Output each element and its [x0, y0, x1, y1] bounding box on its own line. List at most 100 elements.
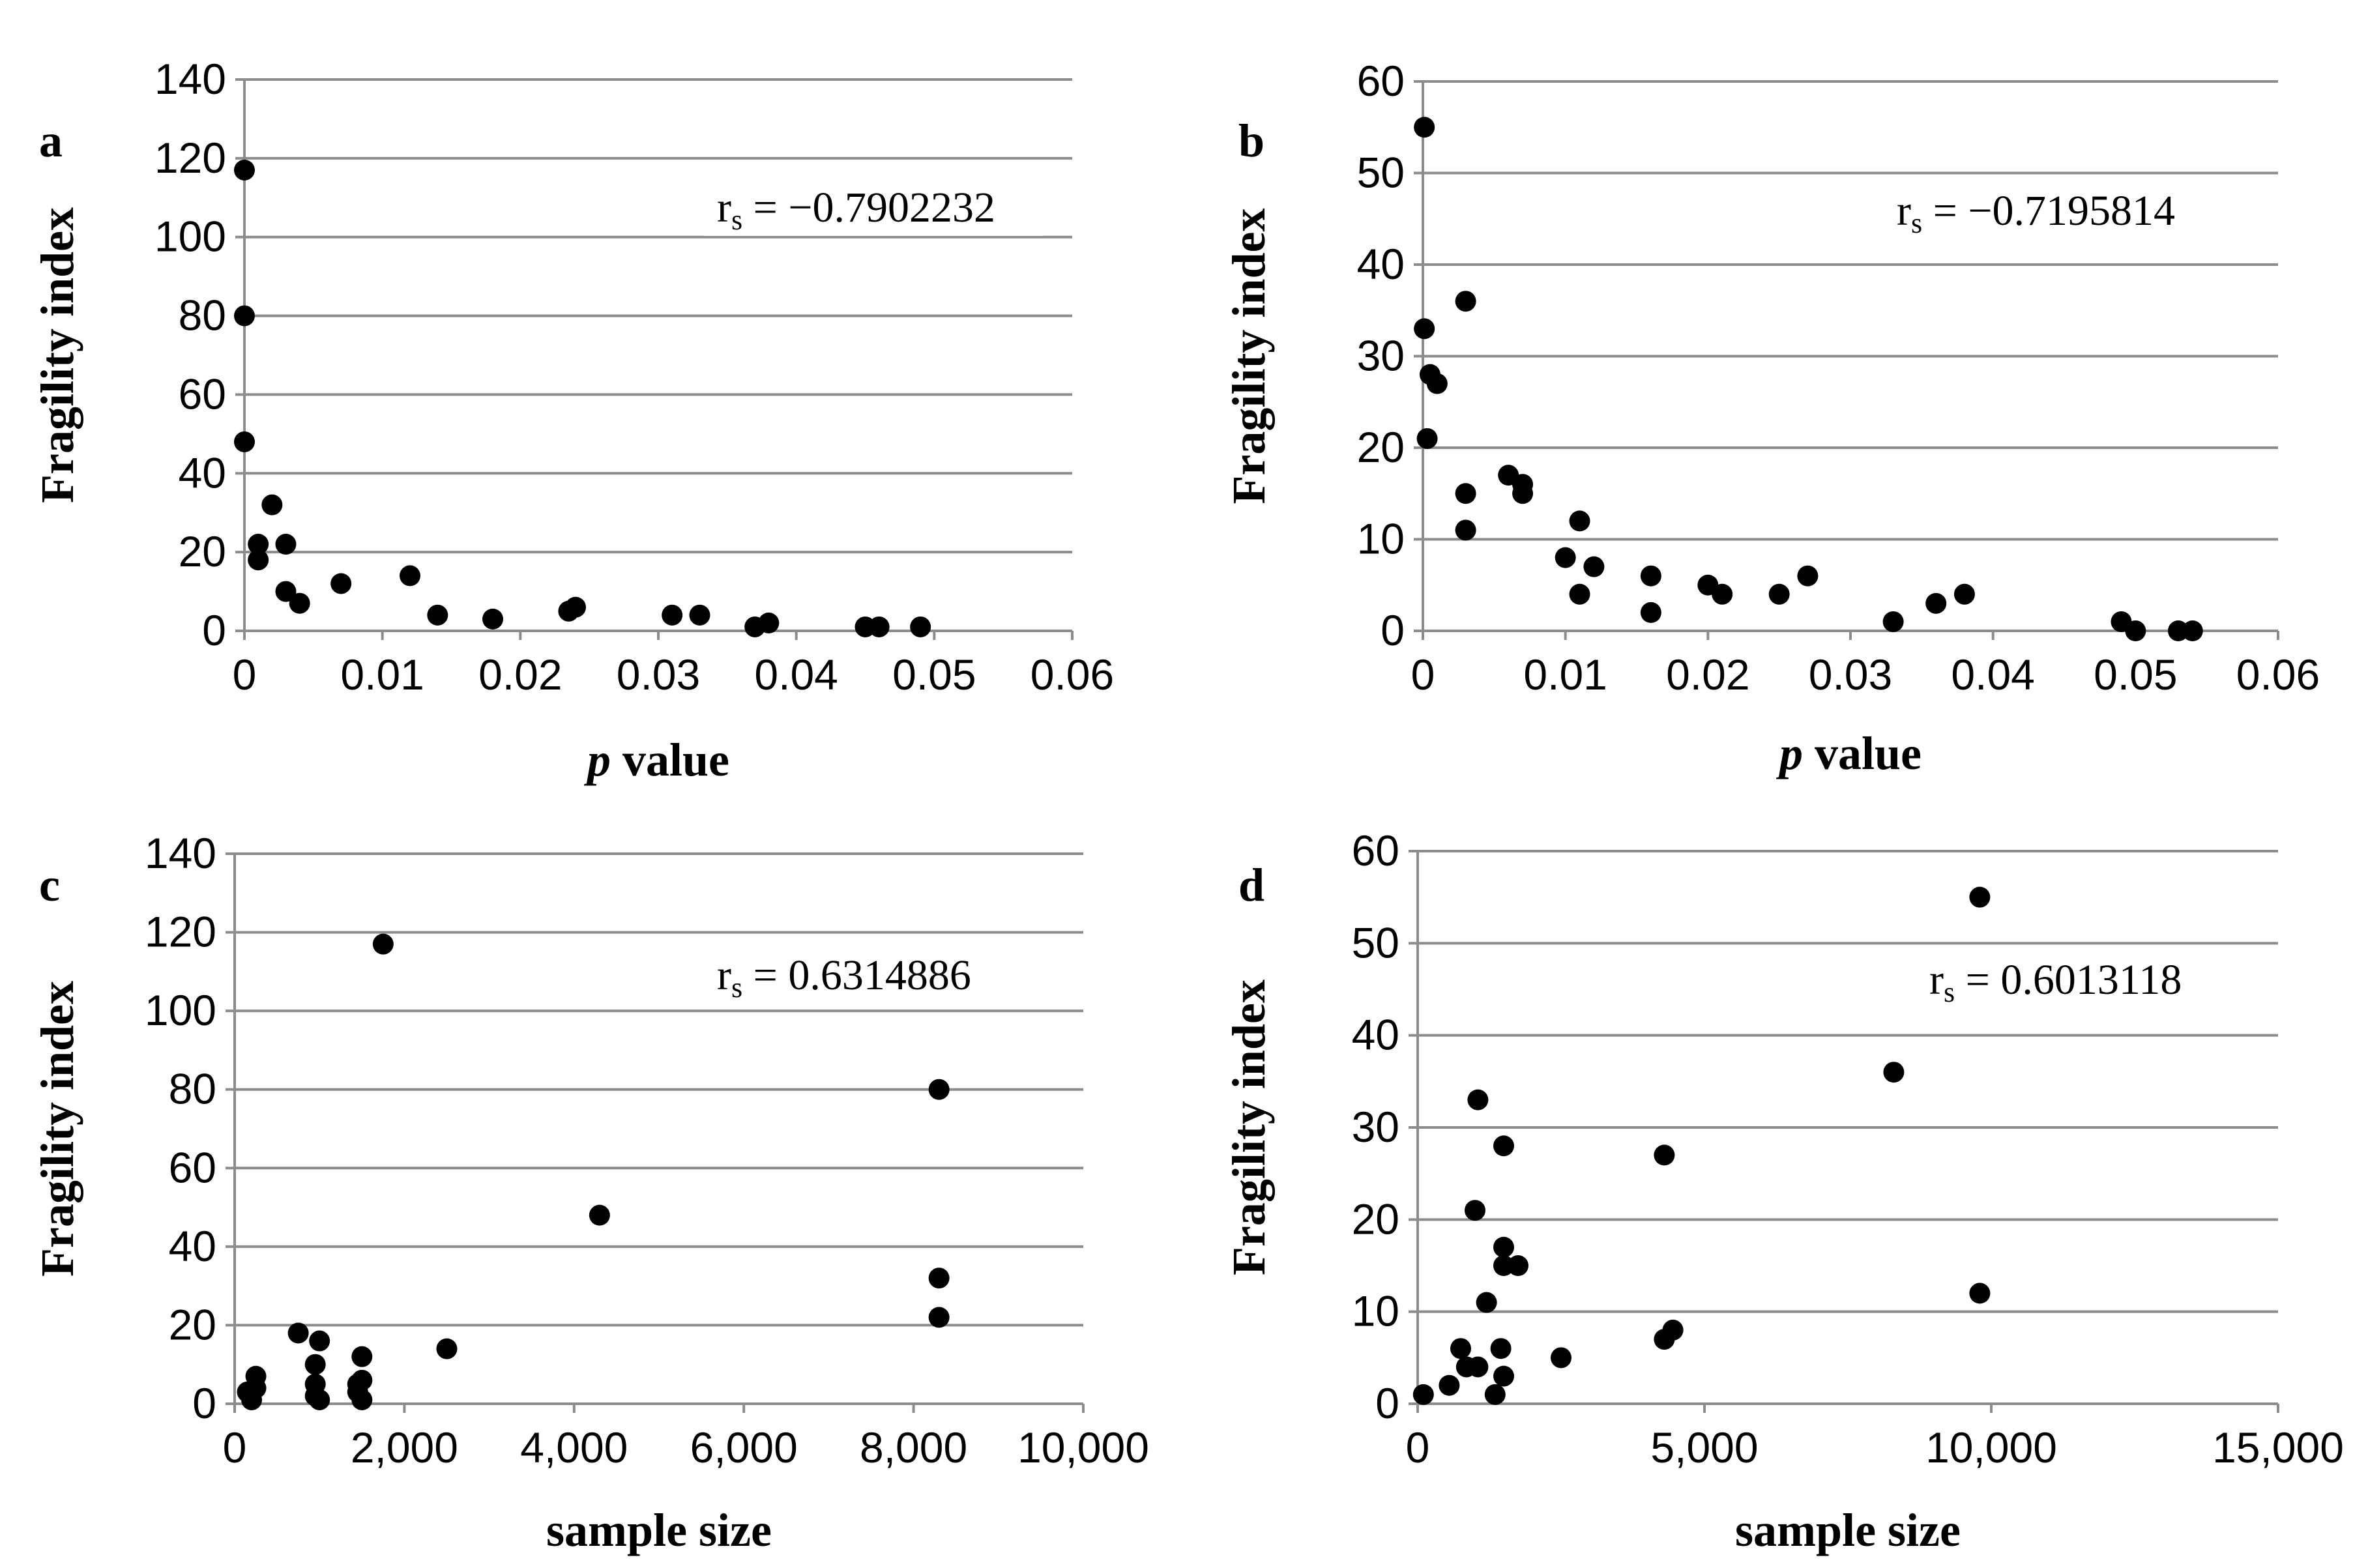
x-tick-label: 2,000	[351, 1423, 458, 1472]
y-tick-label: 0	[202, 606, 226, 654]
data-point	[234, 431, 255, 452]
data-point	[1414, 318, 1435, 340]
data-point	[330, 573, 352, 594]
data-point	[1953, 583, 1975, 605]
x-axis-title-rest: value	[611, 734, 729, 786]
panel-letter: b	[1238, 115, 1264, 167]
data-point	[1640, 602, 1661, 623]
x-axis-title-italic: p	[1776, 727, 1803, 779]
data-point	[1654, 1329, 1675, 1350]
y-tick-label: 80	[179, 291, 226, 340]
x-tick-label: 0.02	[478, 650, 562, 699]
data-point	[662, 604, 683, 626]
x-tick-label: 0.02	[1666, 650, 1749, 699]
y-tick-label: 60	[1357, 57, 1405, 105]
data-point	[1476, 1292, 1497, 1313]
data-point	[1882, 611, 1904, 632]
data-point	[2167, 620, 2189, 641]
x-tick-label: 0.06	[1031, 650, 1114, 699]
annotation-r: r	[1929, 956, 1944, 1004]
data-point	[1969, 886, 1991, 908]
x-tick-label: 0.01	[340, 650, 424, 699]
x-tick-label: 0.01	[1523, 650, 1607, 699]
y-tick-label: 60	[1352, 826, 1399, 875]
y-tick-label: 60	[179, 370, 226, 418]
data-point	[1490, 1338, 1512, 1359]
data-point	[234, 159, 255, 181]
y-tick-label: 30	[1352, 1103, 1399, 1151]
data-point	[1768, 583, 1790, 605]
data-point	[1654, 1144, 1675, 1166]
data-point	[304, 1354, 326, 1375]
data-point	[289, 592, 310, 614]
data-point	[928, 1307, 950, 1328]
y-tick-label: 80	[169, 1065, 216, 1113]
data-point	[565, 596, 586, 618]
data-point	[1555, 547, 1576, 568]
y-tick-label: 10	[1357, 515, 1405, 563]
x-tick-label: 8,000	[860, 1423, 967, 1472]
data-point	[400, 565, 420, 587]
data-point	[928, 1268, 950, 1289]
chart-panel-c: 0 20 40 60 80 100 120 140 0 2,000 4,000 6,000 8,000 1…	[31, 829, 1149, 1556]
x-axis-title: sample size	[1735, 1504, 1961, 1556]
data-point	[1883, 1062, 1905, 1083]
data-point	[372, 933, 394, 955]
data-point	[427, 604, 448, 626]
x-axis-title-italic: p	[583, 734, 611, 786]
data-point	[275, 534, 297, 555]
y-tick-label: 20	[1352, 1195, 1399, 1243]
data-point	[1569, 583, 1590, 605]
x-tick-label: 0.03	[1809, 650, 1892, 699]
data-point	[309, 1330, 330, 1352]
y-tick-label: 100	[154, 212, 226, 261]
y-tick-label: 40	[179, 448, 226, 497]
x-tick-label: 0	[223, 1423, 247, 1472]
correlation-annotation: rs = −0.7902232	[717, 184, 995, 236]
data-point	[1414, 117, 1435, 138]
y-tick-label: 120	[154, 134, 226, 182]
y-tick-label: 140	[145, 829, 216, 877]
data-point	[1467, 1356, 1489, 1378]
y-tick-label: 0	[192, 1379, 216, 1427]
panel-letter: c	[39, 859, 60, 911]
data-point	[351, 1369, 373, 1391]
data-point	[245, 1377, 267, 1399]
y-axis-title: Fragility index	[1223, 980, 1275, 1275]
y-tick-label: 40	[1357, 240, 1405, 288]
data-point	[1426, 373, 1448, 394]
data-point	[482, 608, 503, 630]
y-axis-title: Fragility index	[1223, 209, 1275, 504]
annotation-subscript: s	[1911, 207, 1922, 239]
data-point	[928, 1079, 950, 1100]
x-axis-title: p value	[1776, 727, 1922, 779]
x-tick-label: 0.04	[754, 650, 838, 699]
panel-letter: d	[1238, 859, 1264, 911]
annotation-background	[704, 181, 1043, 236]
data-point	[589, 1204, 610, 1226]
y-tick-label: 40	[1352, 1011, 1399, 1059]
y-tick-label: 0	[1375, 1379, 1399, 1427]
x-tick-label: 0.04	[1951, 650, 2034, 699]
annotation-value: = −0.7195814	[1922, 187, 2175, 235]
x-tick-label: 10,000	[1017, 1423, 1149, 1472]
data-point	[1455, 291, 1476, 312]
x-tick-label: 0	[1406, 1423, 1430, 1472]
data-point	[309, 1389, 330, 1410]
data-point	[1493, 1365, 1514, 1387]
y-tick-label: 120	[145, 908, 216, 956]
data-point	[1583, 556, 1605, 577]
data-point	[275, 581, 297, 602]
data-point	[1969, 1283, 1991, 1304]
data-point	[1493, 1255, 1514, 1276]
data-point	[1455, 519, 1476, 541]
y-axis-title: Fragility index	[31, 207, 83, 503]
annotation-subscript: s	[1944, 976, 1955, 1008]
y-tick-label: 100	[145, 986, 216, 1034]
data-point	[1640, 565, 1661, 587]
data-point	[287, 1322, 309, 1344]
annotation-subscript: s	[731, 972, 742, 1004]
x-axis-title-rest: value	[1803, 727, 1922, 779]
data-point	[1797, 565, 1819, 587]
